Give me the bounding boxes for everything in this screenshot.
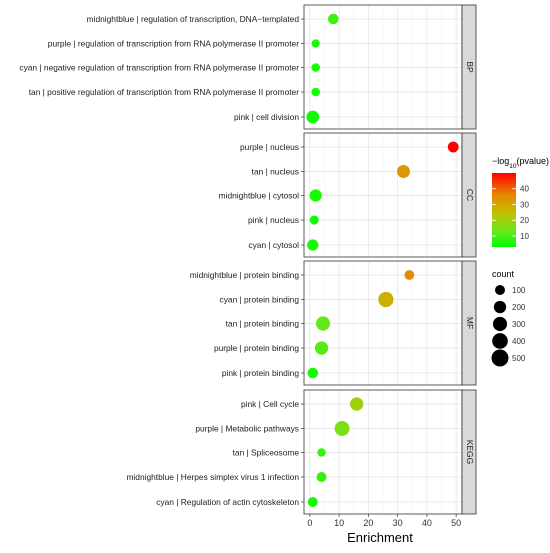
size-legend-label: 500 bbox=[512, 354, 526, 363]
data-point bbox=[311, 87, 320, 97]
data-point bbox=[350, 397, 364, 411]
y-tick-label: midnightblue | cytosol bbox=[219, 191, 300, 201]
y-tick-label: purple | Metabolic pathways bbox=[195, 424, 299, 434]
data-point bbox=[307, 496, 318, 508]
facet-panel-mf: midnightblue | protein binding cyan | pro… bbox=[190, 260, 477, 386]
size-legend-dot bbox=[494, 284, 506, 296]
y-tick-label: pink | Cell cycle bbox=[241, 399, 299, 409]
y-tick-label: tan | nucleus bbox=[252, 167, 299, 177]
y-tick-label: cyan | negative regulation of transcript… bbox=[19, 63, 299, 73]
facet-strip bbox=[461, 4, 477, 130]
size-legend-label: 100 bbox=[512, 286, 526, 295]
facet-strip-label: BP bbox=[465, 61, 475, 73]
color-legend-title-suffix: (pvalue) bbox=[517, 156, 550, 166]
size-legend-title: count bbox=[492, 269, 515, 279]
x-tick-label: 20 bbox=[363, 518, 373, 528]
data-point bbox=[315, 316, 331, 331]
x-tick-label: 10 bbox=[334, 518, 344, 528]
color-legend-tick-label: 20 bbox=[520, 216, 529, 225]
size-legend-dot bbox=[491, 349, 509, 367]
x-tick-label: 50 bbox=[451, 518, 461, 528]
facet-panel-cc: purple | nucleus tan | nucleus midnightblu… bbox=[219, 132, 477, 258]
facet-strip-label: MF bbox=[465, 317, 475, 329]
data-point bbox=[317, 448, 326, 457]
facet-strip-label: KEGG bbox=[465, 440, 475, 465]
y-tick-label: pink | cell division bbox=[234, 112, 299, 122]
color-legend-title-subscript: 10 bbox=[509, 163, 517, 170]
color-legend-title-prefix: −log bbox=[492, 156, 509, 166]
y-tick-label: pink | nucleus bbox=[248, 215, 299, 225]
x-axis: Enrichment 0 10 20 30 40 50 bbox=[307, 514, 461, 545]
size-legend: count 100 200 300 400 500 bbox=[491, 269, 526, 367]
y-tick-label: tan | protein binding bbox=[226, 319, 300, 329]
color-legend-tick-label: 40 bbox=[520, 185, 529, 194]
size-legend-label: 300 bbox=[512, 320, 526, 329]
facet-panel-kegg: pink | Cell cycle purple | Metabolic path… bbox=[126, 389, 477, 515]
y-tick-label: purple | protein binding bbox=[214, 343, 299, 353]
data-point bbox=[314, 341, 329, 355]
size-legend-dot bbox=[492, 333, 508, 349]
y-tick-label: cyan | protein binding bbox=[220, 295, 300, 305]
data-point bbox=[327, 13, 339, 25]
y-tick-label: purple | regulation of transcription fro… bbox=[48, 39, 299, 49]
facet-strip bbox=[461, 132, 477, 258]
y-tick-label: midnightblue | regulation of transcripti… bbox=[87, 14, 300, 24]
y-tick-label: cyan | cytosol bbox=[248, 240, 299, 250]
x-tick-label: 0 bbox=[307, 518, 312, 528]
size-legend-dot bbox=[493, 300, 507, 314]
data-point bbox=[307, 367, 319, 379]
data-point bbox=[309, 215, 319, 225]
data-point bbox=[334, 421, 350, 436]
data-point bbox=[316, 471, 327, 483]
color-legend-tick-label: 10 bbox=[520, 232, 529, 241]
size-legend-label: 200 bbox=[512, 303, 526, 312]
facet-panels: midnightblue | regulation of transcripti… bbox=[19, 4, 477, 515]
facet-strip-label: CC bbox=[465, 189, 475, 201]
facet-strip bbox=[461, 260, 477, 386]
data-point bbox=[306, 110, 320, 124]
data-point bbox=[309, 189, 322, 202]
data-point bbox=[311, 39, 320, 48]
data-point bbox=[311, 63, 320, 72]
x-tick-label: 30 bbox=[393, 518, 403, 528]
y-tick-label: midnightblue | Herpes simplex virus 1 in… bbox=[126, 472, 299, 482]
size-legend-label: 400 bbox=[512, 337, 526, 346]
x-tick-label: 40 bbox=[422, 518, 432, 528]
size-legend-dot bbox=[492, 316, 508, 332]
y-tick-label: tan | positive regulation of transcripti… bbox=[29, 87, 300, 97]
facet-panel-bp: midnightblue | regulation of transcripti… bbox=[19, 4, 477, 130]
x-axis-title: Enrichment bbox=[347, 530, 413, 545]
y-tick-label: purple | nucleus bbox=[240, 142, 299, 152]
y-tick-label: cyan | Regulation of actin cytoskeleton bbox=[156, 497, 299, 507]
y-tick-label: pink | protein binding bbox=[222, 368, 299, 378]
facet-strip bbox=[461, 389, 477, 515]
color-legend-title: −log10(pvalue) bbox=[492, 156, 549, 170]
data-point bbox=[404, 270, 415, 280]
data-point bbox=[307, 239, 319, 251]
data-point bbox=[378, 291, 394, 308]
y-tick-label: tan | Spliceosome bbox=[233, 448, 300, 458]
color-legend-tick-label: 30 bbox=[520, 200, 529, 209]
color-legend-bar bbox=[492, 173, 516, 247]
data-point bbox=[447, 141, 459, 153]
data-point bbox=[397, 165, 410, 178]
y-tick-label: midnightblue | protein binding bbox=[190, 270, 300, 280]
